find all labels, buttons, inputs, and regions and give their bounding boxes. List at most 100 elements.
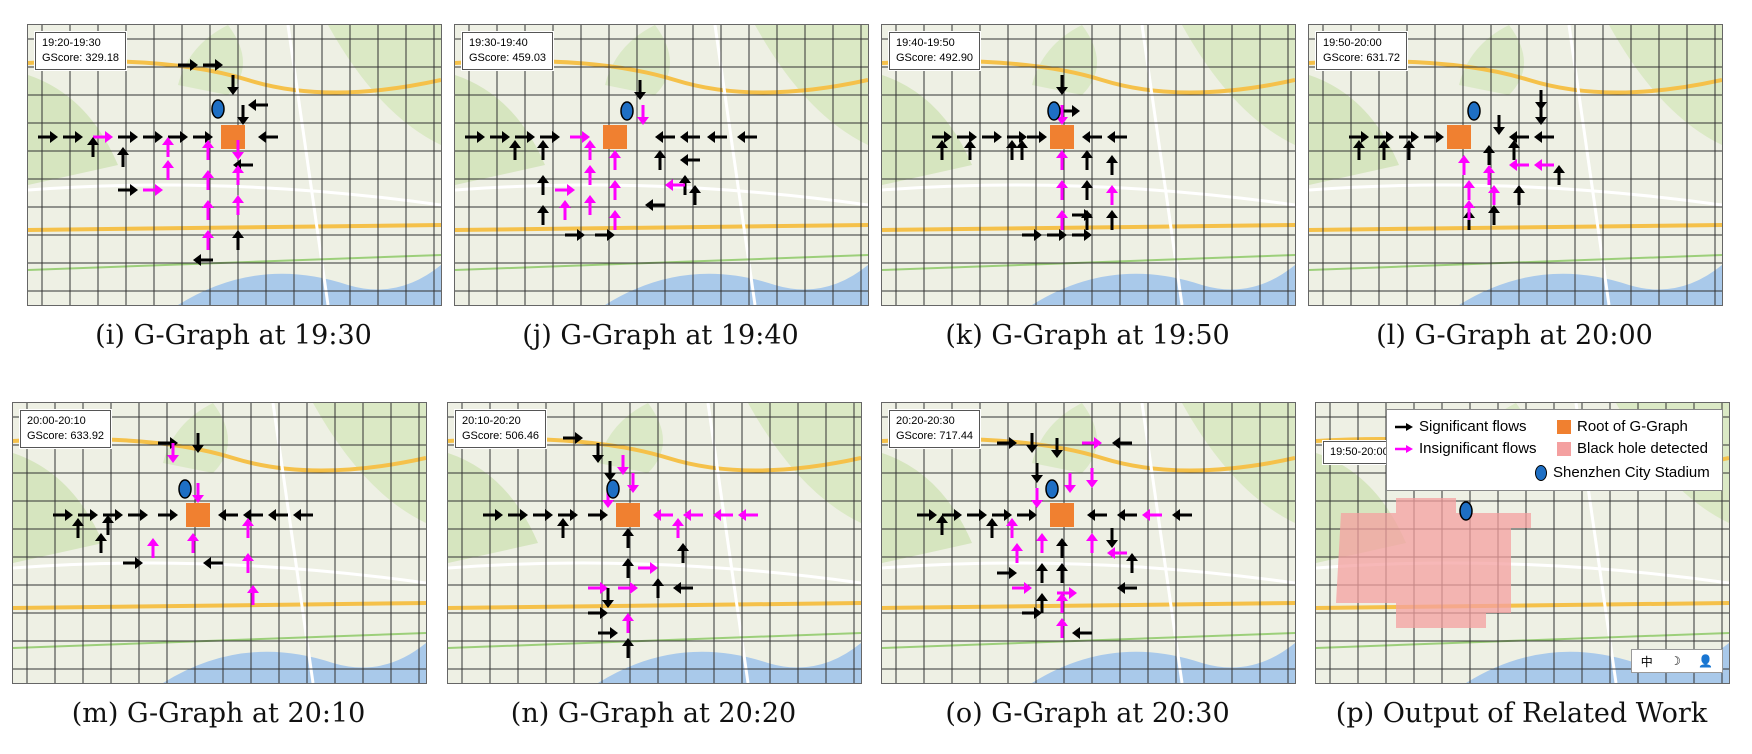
river [1459,265,1722,305]
significant-flow-arrow [293,509,313,521]
significant-flow-arrow [1117,509,1137,521]
significant-flow-arrow [1036,593,1048,613]
significant-flow-arrow [602,588,614,608]
road [13,601,426,610]
park-area [882,75,972,185]
time-window-box: 20:10-20:20 GScore: 506.46 [455,410,547,448]
river [1466,643,1729,683]
insignificant-flow-arrow [202,230,214,250]
caption-i: (i) G-Graph at 19:30 [95,320,372,351]
insignificant-flow-arrow [242,553,254,573]
significant-flow-arrow [168,131,188,143]
insignificant-flow-arrow [1056,180,1068,200]
stadium-marker-icon [1535,464,1547,481]
significant-flow-arrow [143,131,163,143]
stadium-marker [1467,101,1481,121]
significant-flow-arrow [558,509,578,521]
significant-flow-arrow [957,131,977,143]
significant-flow-arrow [102,515,114,535]
insignificant-flow-arrow [665,179,685,191]
significant-flow-arrow [1072,229,1092,241]
time-window-label: 20:10-20:20 [462,415,521,427]
significant-flow-arrow [38,131,58,143]
road [713,25,757,305]
significant-flow-arrow [982,131,1002,143]
map-n [448,403,861,683]
black-hole-region [1336,498,1531,628]
panel-i: 19:20-19:30 GScore: 329.18 [27,24,442,306]
significant-flow-arrow [1535,105,1547,125]
significant-flow-arrow [1117,582,1137,594]
park-area [1182,403,1295,523]
panel-k: 19:40-19:50 GScore: 492.90 [881,24,1296,306]
insignificant-flow-arrow [1107,547,1127,559]
significant-flow-arrow [1353,140,1365,160]
insignificant-flow-arrow [1106,185,1118,205]
insignificant-flow-arrow [162,160,174,180]
insignificant-flow-arrow [1463,200,1475,220]
insignificant-flow-arrow [1064,473,1076,493]
time-window-label: 20:00-20:10 [27,415,86,427]
insignificant-flow-arrow [232,165,244,185]
caption-o: (o) G-Graph at 20:30 [945,698,1230,729]
insignificant-flow-arrow [1086,533,1098,553]
river [178,265,441,305]
significant-flow-arrow [1483,145,1495,165]
significant-flow-arrow [178,59,198,71]
significant-flow-arrow [1513,185,1525,205]
significant-flow-arrow [917,509,937,521]
significant-flow-arrow [654,150,666,170]
time-window-box: 19:40-19:50 GScore: 492.90 [889,32,981,70]
significant-flow-arrow [707,131,727,143]
insignificant-flow-arrow [1142,509,1162,521]
significant-flow-arrow [1534,131,1554,143]
legend: Significant flows Insignificant flows Ro… [1386,409,1723,491]
significant-flow-arrow [942,509,962,521]
significant-flow-arrow [95,533,107,553]
significant-flow-arrow [118,131,138,143]
map-o [882,403,1295,683]
significant-flow-arrow [1403,140,1415,160]
panel-n: 20:10-20:20 GScore: 506.46 [447,402,862,684]
insignificant-flow-arrow [247,585,259,605]
night-mode-icon[interactable]: ☽ [1670,654,1681,668]
insignificant-flow-arrow [1082,437,1102,449]
significant-flow-arrow [508,509,528,521]
significant-flow-arrow [1488,205,1500,225]
significant-flow-arrow [218,509,238,521]
root-of-g-graph [221,125,245,149]
significant-flow-arrow [689,185,701,205]
significant-flow-arrow [1107,131,1127,143]
insignificant-flow-arrow [1056,105,1068,125]
time-window-label: 19:50-20:00 [1323,37,1382,49]
caption-k: (k) G-Graph at 19:50 [945,320,1230,351]
significant-flow-arrow [103,509,123,521]
significant-flow-arrow [1081,150,1093,170]
significant-flow-arrow [1036,563,1048,583]
gscore-label: GScore: 459.03 [469,52,547,64]
root-of-g-graph [1447,125,1471,149]
user-icon[interactable]: 👤 [1698,654,1714,668]
legend-black-hole-label: Black hole detected [1577,440,1708,457]
significant-flow-arrow [964,140,976,160]
road [1316,601,1729,610]
insignificant-flow-arrow [638,562,658,574]
significant-flow-arrow [1106,528,1118,548]
significant-flow-arrow [1509,131,1529,143]
insignificant-flow-arrow [1483,165,1495,185]
significant-flow-arrow [515,131,535,143]
insignificant-flow-arrow [1056,150,1068,170]
stadium-marker [606,479,620,499]
gscore-label: GScore: 329.18 [42,52,120,64]
insignificant-flow-arrow [143,184,163,196]
insignificant-flow-arrow [609,180,621,200]
insignificant-flow-arrow [713,509,733,521]
significant-flow-arrow [1508,140,1520,160]
map-controls[interactable]: 中 ☽ 👤 [1631,649,1723,673]
language-toggle[interactable]: 中 [1640,654,1653,669]
significant-flow-arrow [604,461,616,481]
time-window-label: 19:20-19:30 [42,37,101,49]
significant-flow-arrow [1081,180,1093,200]
caption-m: (m) G-Graph at 20:10 [71,698,366,729]
significant-flow-arrow [1072,627,1092,639]
